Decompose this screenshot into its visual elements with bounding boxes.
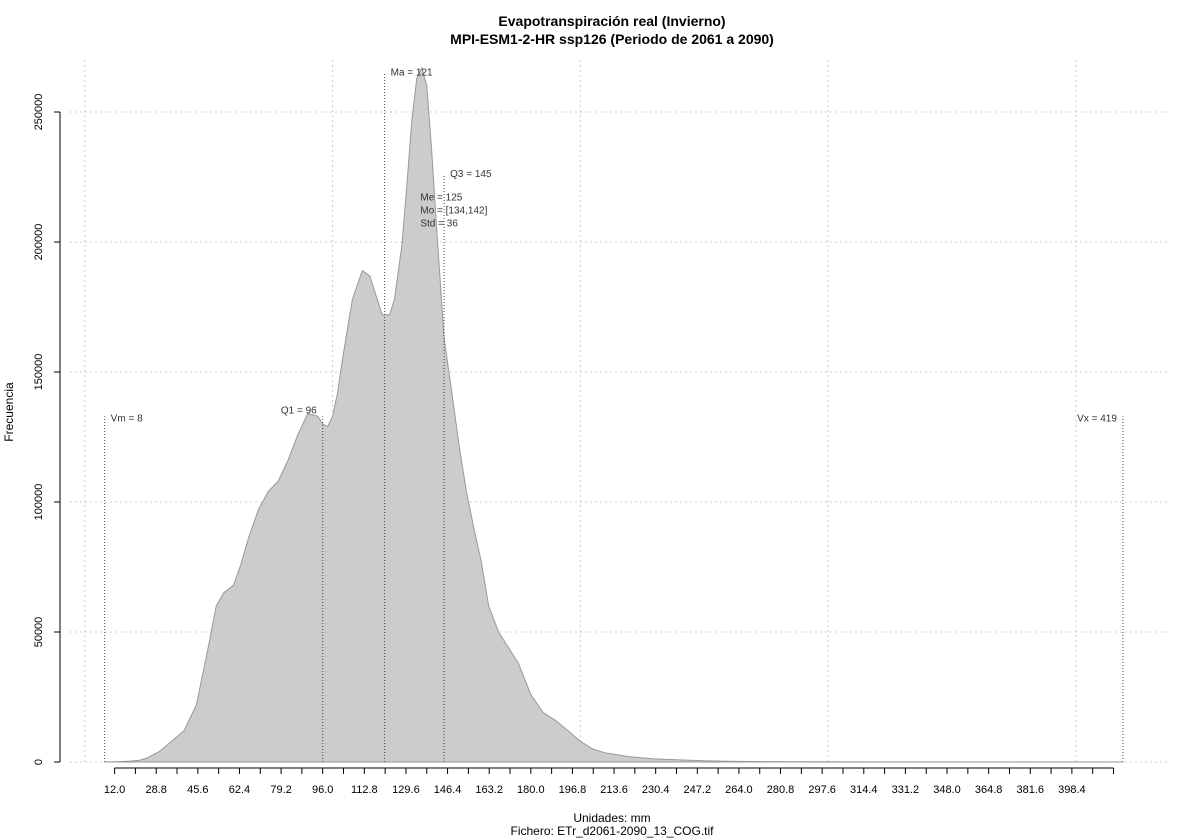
stat-label-6: Std = 36	[420, 218, 458, 229]
x-tick-label-23: 398.4	[1058, 784, 1086, 796]
y-tick-label-3: 150000	[33, 354, 45, 391]
x-axis-title: Unidades: mm	[573, 811, 650, 825]
x-tick-label-22: 381.6	[1017, 784, 1045, 796]
density-area-group	[104, 66, 1123, 763]
stat-label-3: Q3 = 145	[450, 169, 492, 180]
stat-label-2: Ma = 121	[391, 68, 433, 79]
stat-label-1: Q1 = 96	[281, 406, 317, 417]
stat-label-7: Vx = 419	[1077, 413, 1117, 424]
x-tick-label-7: 129.6	[392, 784, 420, 796]
stat-label-0: Vm = 8	[111, 413, 143, 424]
axes: 0 50000 100000 150000 200000 250000 12.0 28.8 45…	[33, 94, 1115, 796]
statistic-annotations: Vm = 8 Q1 = 96 Ma = 121 Q3 = 145 Me = 125 Mo …	[111, 68, 1118, 425]
x-tick-label-3: 62.4	[229, 784, 250, 796]
x-tick-label-9: 163.2	[475, 784, 503, 796]
x-tick-label-16: 280.8	[767, 784, 795, 796]
y-tick-label-0: 0	[33, 759, 45, 765]
x-tick-label-17: 297.6	[808, 784, 836, 796]
x-tick-label-0: 12.0	[104, 784, 125, 796]
x-tick-label-15: 264.0	[725, 784, 753, 796]
chart-title: Evapotranspiración real (Invierno)	[498, 13, 725, 29]
y-tick-label-1: 50000	[33, 617, 45, 648]
file-caption: Fichero: ETr_d2061-2090_13_COG.tif	[511, 824, 715, 838]
density-area	[104, 66, 1123, 763]
stat-label-5: Mo = [134,142]	[420, 205, 487, 216]
y-tick-label-2: 100000	[33, 484, 45, 521]
chart-subtitle: MPI-ESM1-2-HR ssp126 (Periodo de 2061 a …	[450, 31, 774, 47]
x-tick-label-14: 247.2	[684, 784, 712, 796]
y-tick-label-5: 250000	[33, 94, 45, 131]
x-tick-label-5: 96.0	[312, 784, 333, 796]
y-tick-label-4: 200000	[33, 224, 45, 261]
stat-label-4: Me = 125	[420, 192, 462, 203]
x-tick-label-10: 180.0	[517, 784, 545, 796]
x-tick-label-8: 146.4	[434, 784, 462, 796]
x-tick-label-13: 230.4	[642, 784, 670, 796]
x-tick-label-21: 364.8	[975, 784, 1003, 796]
x-tick-label-1: 28.8	[146, 784, 167, 796]
x-tick-label-20: 348.0	[933, 784, 961, 796]
x-tick-label-18: 314.4	[850, 784, 878, 796]
x-tick-label-6: 112.8	[351, 784, 378, 796]
x-tick-label-2: 45.6	[187, 784, 208, 796]
x-tick-label-4: 79.2	[270, 784, 291, 796]
statistic-lines	[104, 73, 1124, 762]
x-tick-label-12: 213.6	[600, 784, 628, 796]
grid-lines	[70, 60, 1170, 763]
y-axis-title: Frecuencia	[2, 382, 16, 442]
x-tick-label-11: 196.8	[559, 784, 587, 796]
x-tick-label-19: 331.2	[892, 784, 920, 796]
